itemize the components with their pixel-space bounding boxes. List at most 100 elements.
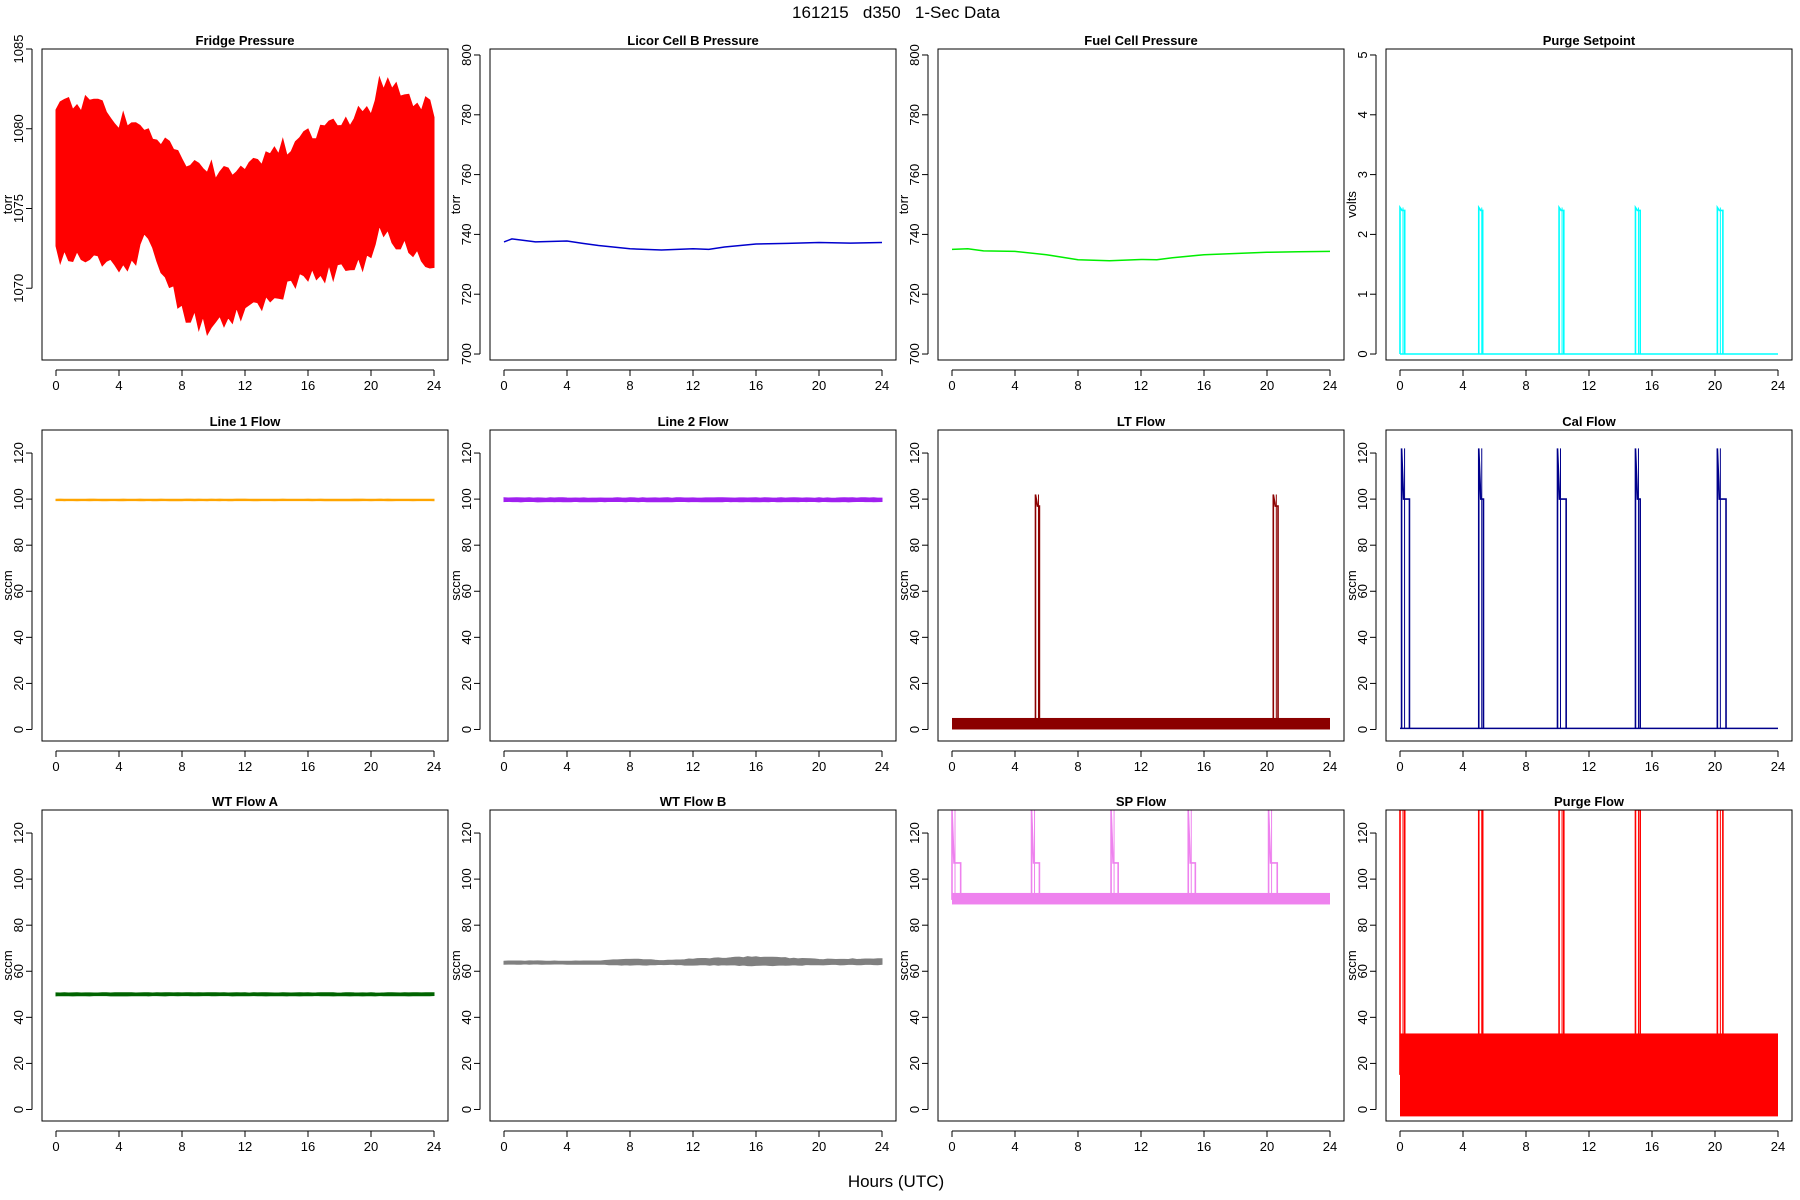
panel-title: Cal Flow [1562,414,1616,429]
x-tick-label: 24 [875,1139,889,1154]
y-tick-label: 40 [1355,1010,1370,1024]
pulse [1187,810,1197,900]
x-tick-label: 20 [364,759,378,774]
x-tick-label: 20 [1708,378,1722,393]
x-axis: 0 4 8 12 16 20 24 [500,369,889,393]
y-tick-label: 740 [907,224,922,246]
x-tick-label: 24 [1323,1139,1337,1154]
y-axis: 0 1 2 3 4 5 volts [1344,51,1377,358]
y-tick-label: 720 [907,283,922,305]
y-tick-label: 80 [459,538,474,552]
x-tick-label: 4 [115,1139,122,1154]
y-axis-title: sccm [1344,570,1359,600]
y-tick-label: 120 [907,822,922,844]
x-tick-label: 8 [626,759,633,774]
x-tick-label: 12 [686,759,700,774]
x-tick-label: 16 [301,1139,315,1154]
plot-frame [489,809,897,1122]
plot-area-fridge-pressure [55,75,435,337]
y-tick-label: 100 [1355,488,1370,510]
x-tick-label: 24 [1323,378,1337,393]
plot-area-sp-flow [951,810,1330,905]
plot-frame [41,809,449,1122]
x-tick-label: 12 [1582,759,1596,774]
plot-frame [489,48,897,361]
x-tick-label: 20 [812,759,826,774]
x-tick-label: 16 [1197,1139,1211,1154]
y-tick-label: 760 [907,164,922,186]
panel-line-1-flow: Line 1 Flow 0 4 8 12 16 20 24 0 20 40 60 80 100 120 scc… [0,414,449,774]
y-tick-label: 1080 [11,114,26,143]
x-tick-label: 8 [626,378,633,393]
x-tick-label: 8 [626,1139,633,1154]
y-axis-title: sccm [448,950,463,980]
pulse [1634,448,1641,729]
x-tick-label: 0 [500,378,507,393]
y-tick-label: 100 [11,868,26,890]
baseline-band [952,717,1330,730]
x-tick-label: 16 [749,1139,763,1154]
x-tick-label: 12 [1582,378,1596,393]
plot-frame [1385,809,1793,1122]
y-axis-title: sccm [896,950,911,980]
y-tick-label: 20 [1355,676,1370,690]
x-tick-label: 24 [875,759,889,774]
x-tick-label: 8 [1522,1139,1529,1154]
y-tick-label: 40 [459,630,474,644]
pulse [1034,494,1041,724]
pulse [1716,448,1727,729]
pulse [1477,810,1484,1075]
y-axis-title: sccm [896,570,911,600]
series-lt-flow [952,494,1330,730]
panel-cal-flow: Cal Flow 0 4 8 12 16 20 24 0 20 40 60 80 100 120 sccm [1344,414,1793,774]
y-tick-label: 120 [11,442,26,464]
plot-area-purge-setpoint [1399,204,1778,355]
x-tick-label: 20 [812,1139,826,1154]
y-tick-label: 0 [11,1106,26,1113]
page-title: 161215 d350 1-Sec Data [792,3,1000,22]
y-tick-label: 60 [459,964,474,978]
y-tick-label: 20 [11,676,26,690]
x-tick-label: 4 [1459,1139,1466,1154]
y-tick-label: 60 [1355,584,1370,598]
y-tick-label: 40 [907,630,922,644]
x-tick-label: 12 [1134,1139,1148,1154]
x-tick-label: 12 [1134,378,1148,393]
y-tick-label: 80 [1355,538,1370,552]
x-tick-label: 4 [1011,1139,1018,1154]
y-tick-label: 80 [907,538,922,552]
pulse [1558,810,1565,1075]
y-tick-label: 20 [459,676,474,690]
x-axis-title: Hours (UTC) [848,1172,944,1191]
x-tick-label: 12 [238,759,252,774]
x-tick-label: 24 [427,759,441,774]
y-tick-label: 40 [11,1010,26,1024]
x-tick-label: 24 [427,378,441,393]
x-tick-label: 12 [1582,1139,1596,1154]
plot-area-wt-flow-b [503,956,883,967]
x-tick-label: 0 [52,1139,59,1154]
y-tick-label: 1085 [11,35,26,64]
y-tick-label: 0 [1355,350,1370,357]
panel-fuel-cell-pressure: Fuel Cell Pressure 0 4 8 12 16 20 24 700 720 740 76… [896,33,1345,393]
x-tick-label: 16 [1197,378,1211,393]
y-tick-label: 0 [11,726,26,733]
y-tick-label: 0 [1355,1106,1370,1113]
x-tick-label: 20 [812,378,826,393]
x-tick-label: 0 [52,759,59,774]
pulse [1558,204,1565,355]
y-axis: 0 20 40 60 80 100 120 sccm [448,822,481,1113]
y-tick-label: 60 [459,584,474,598]
y-axis: 0 20 40 60 80 100 120 sccm [1344,442,1377,733]
y-axis-title: sccm [0,570,15,600]
pulse [1634,204,1641,355]
plot-area-line-2-flow [503,497,883,503]
plot-area-lt-flow [952,494,1330,730]
pulse [1267,810,1279,900]
y-axis: 700 720 740 760 780 800 torr [896,44,929,365]
y-axis-title: torr [0,194,15,214]
y-tick-label: 0 [1355,726,1370,733]
y-tick-label: 80 [11,538,26,552]
y-tick-label: 720 [459,283,474,305]
